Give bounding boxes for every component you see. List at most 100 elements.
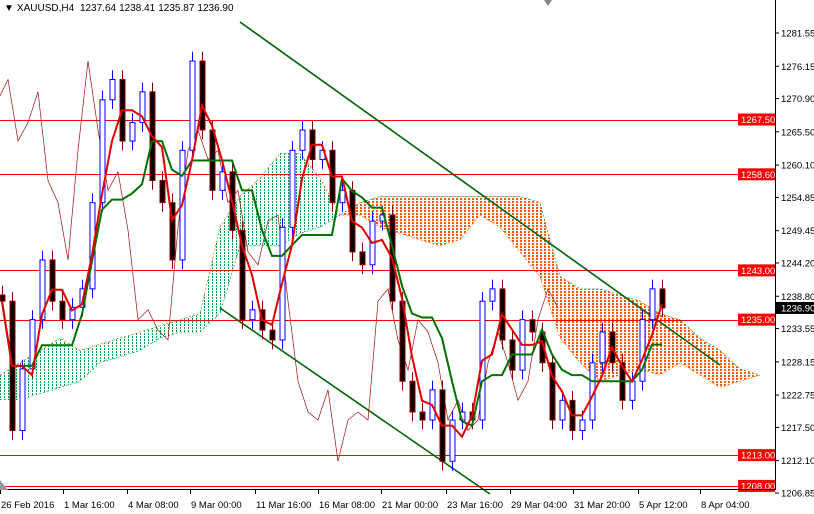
triangle-down-icon[interactable]: ▼ [4,3,14,14]
level-tag-label: 1213.00 [741,451,775,462]
y-tick-label: 1265.50 [781,127,814,138]
candle-body [359,251,366,266]
x-tick-label: 11 Mar 16:00 [256,500,311,511]
y-tick-label: 1206.85 [781,489,814,500]
symbol-label: XAUUSD,H4 [16,3,75,14]
cloud-segment [60,338,80,388]
indicator-lines [1,102,663,439]
current-price-tag-label: 1236.90 [781,303,814,314]
y-tick-label: 1270.90 [781,94,814,105]
cloud-segment [660,313,680,376]
chikou-line [0,60,559,462]
high-value: 1238.41 [119,3,156,14]
price-axis: 1281.55 1276.15 1270.90 1265.50 1260.10 1254.… [775,29,814,500]
trendline-2 [219,307,491,495]
y-tick-label: 1276.15 [781,62,814,73]
candle-body [159,179,166,204]
x-tick-label: 31 Mar 20:00 [574,500,630,511]
candle-body [549,362,556,421]
chart-header: ▼ XAUUSD,H4 1237.64 1238.41 1235.87 1236.90 [4,3,237,14]
ichimoku-cloud [0,153,761,401]
candle-body [49,259,56,302]
candle-body [199,60,206,131]
candle-body [249,309,256,321]
x-tick-label: 4 Mar 08:00 [128,500,179,511]
level-tag-label: 1258.60 [741,170,775,181]
cloud-segment [500,196,520,252]
close-value: 1236.90 [197,3,234,14]
x-tick-label: 8 Apr 04:00 [701,500,750,511]
x-tick-label: 26 Feb 2016 [1,500,54,511]
level-tag-label: 1267.50 [741,115,775,126]
cloud-segment [240,178,260,246]
kijun-sen-line [1,140,662,427]
y-tick-label: 1222.75 [781,391,814,402]
candle-body [599,331,606,364]
cloud-segment [620,295,640,376]
level-tag-label: 1235.00 [741,315,775,326]
cloud-segment [740,368,760,382]
open-value: 1237.64 [79,3,117,14]
low-value: 1235.87 [158,3,195,14]
y-tick-label: 1238.80 [781,292,814,303]
candle-body [299,129,306,151]
y-tick-label: 1254.85 [781,193,814,204]
candle-body [109,78,116,101]
y-tick-label: 1233.55 [781,324,814,335]
chart-shift-icon[interactable] [544,0,552,6]
level-price-tags: 1267.50 1258.60 1243.00 1235.00 1213.00 1208.… [738,113,775,492]
candle-body [449,419,456,462]
candle-body [339,189,346,204]
candle-body [659,288,666,309]
cloud-segment [680,319,700,376]
candle-body [0,294,6,302]
trendlines [219,21,721,495]
y-tick-label: 1249.45 [781,226,814,237]
y-tick-label: 1217.50 [781,423,814,434]
candle-body [289,149,296,228]
candle-body [99,99,106,204]
cloud-segment [300,153,320,234]
cloud-segment [440,196,460,246]
candle-body [489,288,496,302]
candle-body [219,171,226,191]
candle-body [69,306,76,321]
x-tick-label: 29 Mar 04:00 [511,500,567,511]
cloud-segment [180,313,200,332]
scroll-triangle-icon[interactable] [0,480,8,490]
candle-body [269,329,276,341]
y-tick-label: 1260.10 [781,161,814,172]
candle-body [559,399,566,421]
senkou-span-a [0,153,761,388]
cloud-segment [720,350,740,388]
candle-body [629,380,636,401]
cloud-segment [200,227,220,332]
cloud-segment [100,338,120,363]
candle-body [39,259,46,321]
chikou-span [0,60,559,462]
cloud-segment [140,325,160,351]
y-tick-label: 1244.20 [781,259,814,270]
x-tick-label: 16 Mar 08:00 [319,500,375,511]
cloud-segment [40,338,60,394]
candle-body [419,411,426,421]
x-tick-label: 1 Mar 16:00 [64,500,115,511]
candle-body [579,419,586,431]
trendline-1 [239,21,721,366]
x-tick-label: 21 Mar 00:00 [382,500,438,511]
cloud-segment [400,196,420,240]
cloud-segment [80,344,100,382]
senkou-span-b [0,196,761,401]
candle-body [169,202,176,261]
candle-body [189,60,196,151]
level-tag-bg [738,449,775,462]
x-tick-label: 5 Apr 12:00 [639,500,688,511]
candle-body [139,91,146,124]
level-tag-bg [738,168,775,181]
current-price-tag-bg [776,301,814,314]
candle-body [59,300,66,321]
y-tick-label: 1212.10 [781,456,814,467]
tenkan-sen-line [1,102,663,439]
x-tick-label: 9 Mar 00:00 [191,500,242,511]
